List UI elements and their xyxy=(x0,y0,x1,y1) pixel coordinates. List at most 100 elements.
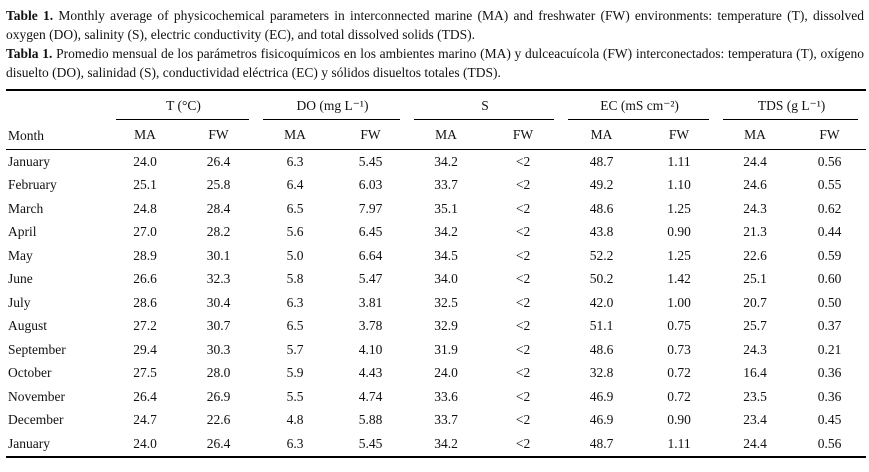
group-header-salinity: S xyxy=(408,90,562,120)
table-row: September 29.4 30.3 5.7 4.10 31.9 <2 48.6 0.73 24… xyxy=(6,338,866,362)
value-cell: 5.0 xyxy=(286,247,304,263)
value-cell: 5.45 xyxy=(358,153,383,169)
value-cell: 26.4 xyxy=(133,388,157,404)
value-cell: 46.9 xyxy=(589,388,614,404)
value-cell: 28.6 xyxy=(133,294,157,310)
value-cell: <2 xyxy=(515,365,531,381)
value-cell: 4.8 xyxy=(286,412,304,428)
value-cell: 25.1 xyxy=(743,271,767,287)
value-cell: 0.72 xyxy=(667,365,691,381)
table-row: January 24.0 26.4 6.3 5.45 34.2 <2 48.7 1.11 24.4… xyxy=(6,150,866,174)
value-cell: 5.9 xyxy=(286,365,304,381)
caption-spanish-text: Promedio mensual de los parámetros fisic… xyxy=(6,46,864,80)
subheader-row: MA FW MA FW MA FW MA FW MA FW xyxy=(6,120,867,150)
value-cell: 48.6 xyxy=(589,341,614,357)
value-cell: 30.3 xyxy=(206,341,231,357)
value-cell: 48.6 xyxy=(589,200,614,216)
group-header-total-dissolved-solids: TDS (g L⁻¹) xyxy=(717,90,866,120)
value-cell: 5.6 xyxy=(286,224,304,240)
group-header-dissolved-oxygen: DO (mg L⁻¹) xyxy=(257,90,408,120)
month-cell: April xyxy=(8,224,37,240)
value-cell: 32.5 xyxy=(434,294,458,310)
value-cell: 34.2 xyxy=(434,224,458,240)
value-cell: 24.0 xyxy=(133,435,157,451)
value-cell: 3.78 xyxy=(358,318,383,334)
value-cell: 0.55 xyxy=(817,177,842,193)
month-cell: February xyxy=(8,177,57,193)
table-row: June 26.6 32.3 5.8 5.47 34.0 <2 50.2 1.42 25.1 0.6… xyxy=(6,268,866,292)
value-cell: 22.6 xyxy=(206,412,231,428)
value-cell: 0.90 xyxy=(667,412,691,428)
value-cell: 0.36 xyxy=(817,388,842,404)
month-cell: October xyxy=(8,365,52,381)
value-cell: 32.8 xyxy=(589,365,614,381)
value-cell: 31.9 xyxy=(434,341,458,357)
data-table: Month T (°C) DO (mg L⁻¹) S EC (mS cm⁻²) … xyxy=(6,89,867,458)
value-cell: 0.56 xyxy=(817,435,842,451)
value-cell: 30.4 xyxy=(206,294,231,310)
value-cell: 33.7 xyxy=(434,412,458,428)
value-cell: <2 xyxy=(515,341,531,357)
value-cell: 34.2 xyxy=(434,153,458,169)
caption-english-label: Table 1. xyxy=(6,8,54,23)
table-row: November 26.4 26.9 5.5 4.74 33.6 <2 46.9 0.72 23.… xyxy=(6,385,866,409)
subheader-t-ma: MA xyxy=(110,120,180,150)
value-cell: 51.1 xyxy=(589,318,614,334)
table-row: October 27.5 28.0 5.9 4.43 24.0 <2 32.8 0.72 16.4… xyxy=(6,362,866,386)
value-cell: <2 xyxy=(515,177,531,193)
value-cell: 0.50 xyxy=(817,294,842,310)
value-cell: 3.81 xyxy=(358,294,383,310)
value-cell: 30.1 xyxy=(206,247,231,263)
value-cell: 25.7 xyxy=(743,318,767,334)
value-cell: 27.5 xyxy=(133,365,157,381)
table-row: April 27.0 28.2 5.6 6.45 34.2 <2 43.8 0.90 21.3 0.… xyxy=(6,221,866,245)
subheader-ec-ma: MA xyxy=(562,120,642,150)
value-cell: <2 xyxy=(515,412,531,428)
value-cell: 7.97 xyxy=(358,200,383,216)
value-cell: 24.0 xyxy=(434,365,458,381)
month-cell: March xyxy=(8,200,44,216)
value-cell: 5.7 xyxy=(286,341,304,357)
value-cell: 0.45 xyxy=(817,412,842,428)
value-cell: 1.25 xyxy=(667,247,691,263)
value-cell: 0.21 xyxy=(817,341,842,357)
value-cell: 4.43 xyxy=(358,365,383,381)
table-body: January 24.0 26.4 6.3 5.45 34.2 <2 48.7 1.11 24.4… xyxy=(6,150,866,457)
column-header-month: Month xyxy=(6,90,110,150)
value-cell: 26.4 xyxy=(206,153,231,169)
value-cell: 5.8 xyxy=(286,271,304,287)
group-header-electric-conductivity: EC (mS cm⁻²) xyxy=(562,90,717,120)
value-cell: <2 xyxy=(515,435,531,451)
value-cell: 24.3 xyxy=(743,200,767,216)
group-header-row: Month T (°C) DO (mg L⁻¹) S EC (mS cm⁻²) … xyxy=(6,90,866,150)
value-cell: 34.5 xyxy=(434,247,458,263)
value-cell: 24.8 xyxy=(133,200,157,216)
value-cell: 23.4 xyxy=(743,412,767,428)
value-cell: 0.72 xyxy=(667,388,691,404)
caption-spanish-label: Tabla 1. xyxy=(6,46,53,61)
month-cell: November xyxy=(8,388,65,404)
value-cell: 6.64 xyxy=(358,247,383,263)
value-cell: 4.74 xyxy=(358,388,383,404)
value-cell: 6.5 xyxy=(286,318,304,334)
value-cell: 0.36 xyxy=(817,365,842,381)
value-cell: 4.10 xyxy=(358,341,383,357)
value-cell: 0.60 xyxy=(817,271,842,287)
value-cell: 34.0 xyxy=(434,271,458,287)
subheader-s-fw: FW xyxy=(484,120,563,150)
group-header-temperature: T (°C) xyxy=(110,90,257,120)
month-cell: January xyxy=(8,153,50,169)
value-cell: 0.59 xyxy=(817,247,842,263)
subheader-do-ma: MA xyxy=(257,120,333,150)
value-cell: 27.0 xyxy=(133,224,157,240)
value-cell: 25.1 xyxy=(133,177,157,193)
month-cell: August xyxy=(8,318,48,334)
subheader-ec-fw: FW xyxy=(641,120,718,150)
value-cell: 48.7 xyxy=(589,435,614,451)
value-cell: 48.7 xyxy=(589,153,614,169)
value-cell: 6.45 xyxy=(358,224,383,240)
value-cell: 27.2 xyxy=(133,318,157,334)
value-cell: 24.4 xyxy=(743,153,767,169)
value-cell: 5.47 xyxy=(358,271,383,287)
